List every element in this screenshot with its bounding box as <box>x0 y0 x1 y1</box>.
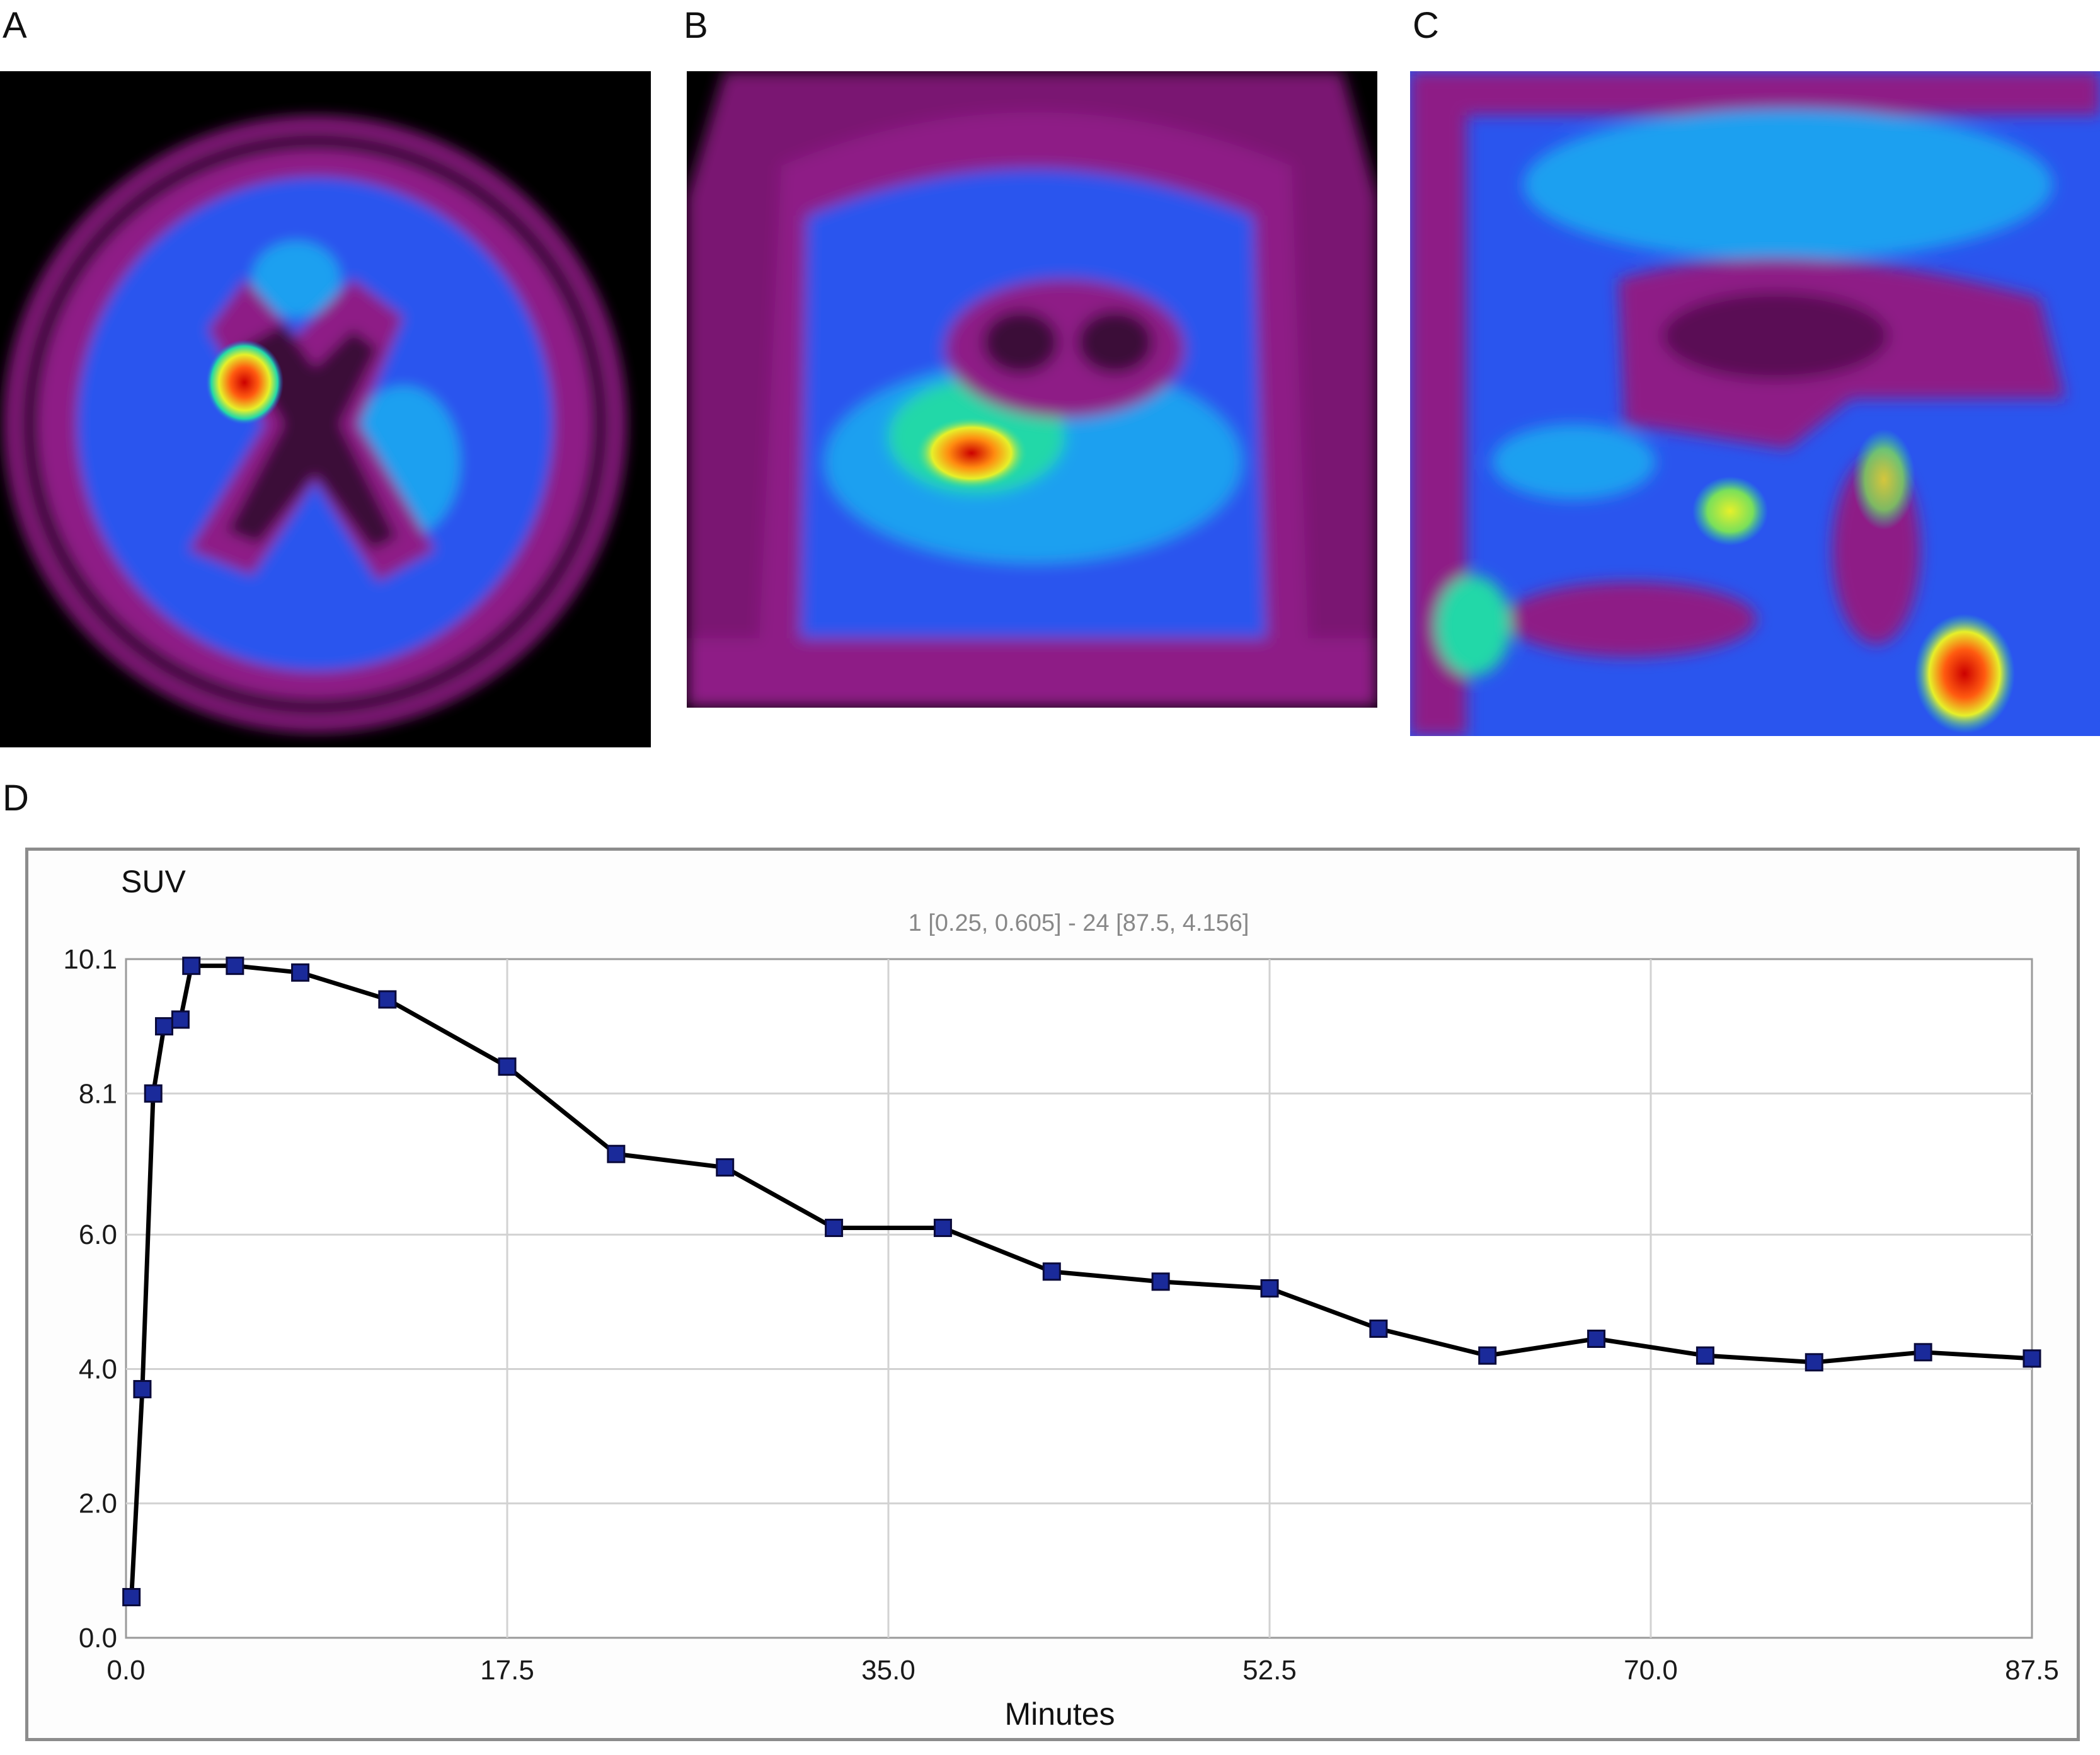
data-point-marker <box>155 1017 173 1036</box>
data-point-marker <box>1369 1319 1388 1338</box>
data-point-marker <box>498 1057 517 1076</box>
data-point-marker <box>716 1158 735 1177</box>
y-tick-label: 6.0 <box>79 1219 117 1250</box>
y-tick-label: 8.1 <box>79 1078 117 1109</box>
data-point-marker <box>1914 1343 1932 1362</box>
x-axis-title: Minutes <box>1004 1696 1115 1732</box>
x-tick-label: 17.5 <box>480 1655 534 1686</box>
pet-scan-coronal <box>687 71 1377 708</box>
x-tick-label: 0.0 <box>106 1655 145 1686</box>
data-point-marker <box>1805 1353 1823 1372</box>
data-point-marker <box>1042 1262 1061 1281</box>
data-point-marker <box>378 990 397 1009</box>
data-point-marker <box>1587 1329 1606 1348</box>
data-point-marker <box>171 1010 190 1029</box>
data-point-marker <box>1695 1346 1714 1365</box>
data-point-marker <box>182 957 201 975</box>
x-tick-label: 52.5 <box>1242 1655 1297 1686</box>
panel-label-b: B <box>684 5 708 46</box>
pet-scan-sagittal <box>1410 71 2100 736</box>
data-point-marker <box>1151 1272 1170 1291</box>
pet-scan-axial <box>0 71 651 747</box>
y-axis-title: SUV <box>121 864 186 899</box>
data-point-marker <box>133 1379 152 1398</box>
data-point-marker <box>122 1587 141 1606</box>
data-point-marker <box>825 1219 844 1238</box>
data-point-marker <box>933 1219 952 1238</box>
data-point-marker <box>144 1084 163 1103</box>
data-point-marker <box>291 963 310 982</box>
x-tick-label: 35.0 <box>861 1655 915 1686</box>
plot-area <box>125 958 2033 1639</box>
y-tick-label: 10.1 <box>63 944 117 975</box>
panel-label-a: A <box>3 5 27 46</box>
range-readout: 1 [0.25, 0.605] - 24 [87.5, 4.156] <box>909 910 1249 936</box>
data-point-marker <box>607 1144 626 1163</box>
y-tick-label: 2.0 <box>79 1488 117 1519</box>
data-point-marker <box>226 957 244 975</box>
x-tick-label: 70.0 <box>1624 1655 1678 1686</box>
data-point-marker <box>2023 1349 2041 1368</box>
data-point-marker <box>1478 1346 1497 1365</box>
y-tick-label: 4.0 <box>79 1354 117 1384</box>
panel-label-d: D <box>3 778 29 819</box>
tac-chart: 0.0 17.5 35.0 52.5 70.0 87.5 0.0 2.0 4.0 6.0 8.1 10… <box>63 864 2058 1732</box>
data-markers <box>122 957 2041 1606</box>
tac-chart-panel: 0.0 17.5 35.0 52.5 70.0 87.5 0.0 2.0 4.0 6.0 8.1 10… <box>25 848 2080 1741</box>
panel-label-c: C <box>1413 5 1439 46</box>
axis-ticks: 0.0 17.5 35.0 52.5 70.0 87.5 0.0 2.0 4.0 6.0 8.1 10… <box>63 944 2058 1686</box>
grid-lines <box>126 959 2032 1638</box>
y-tick-label: 0.0 <box>79 1623 117 1654</box>
data-point-marker <box>1260 1279 1279 1298</box>
x-tick-label: 87.5 <box>2005 1655 2059 1686</box>
